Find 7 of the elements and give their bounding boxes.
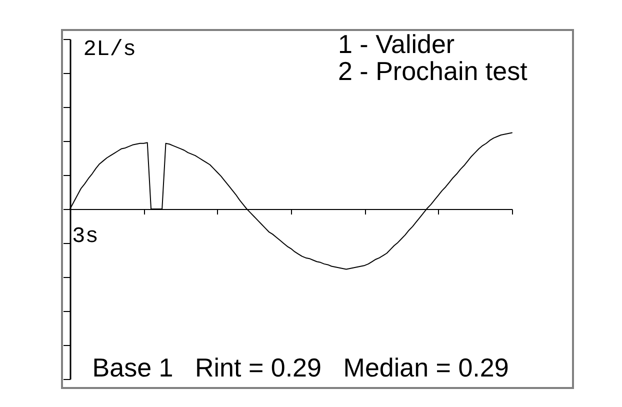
text: Median = 0.29	[343, 352, 509, 383]
text: Base 1	[92, 352, 174, 383]
y-axis-title: 2L/s	[83, 37, 136, 62]
text: 2 - Prochain test	[338, 56, 528, 86]
text: 1 - Valider	[338, 29, 455, 59]
text: Rint = 0.29	[195, 352, 322, 383]
x-axis-title: 3s	[72, 224, 98, 249]
